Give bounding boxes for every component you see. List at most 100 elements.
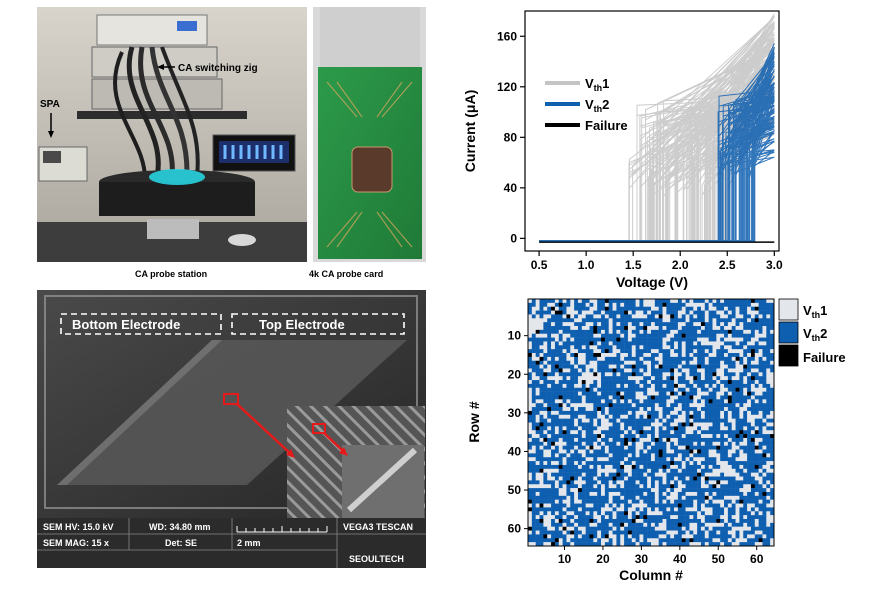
heatmap-cell — [651, 333, 656, 338]
heatmap-cell — [712, 353, 717, 358]
iv-chart-panel: 0.5 1.0 1.5 2.0 2.5 3.0 0 40 80 120 160 Voltage (V… — [455, 2, 790, 294]
heatmap-cell — [712, 542, 717, 547]
heatmap-cell — [674, 464, 679, 470]
heatmap-cell — [708, 314, 713, 319]
heatmap-cell — [562, 542, 567, 547]
heatmap-cell — [758, 333, 763, 338]
heatmap-cell — [593, 457, 598, 462]
heatmap-cell — [651, 383, 656, 389]
heatmap-cell — [624, 503, 629, 508]
heatmap-cell — [585, 476, 590, 481]
sem-det-info: Det: SE — [165, 538, 197, 548]
heatmap-cell — [570, 472, 575, 477]
heatmap-cell — [654, 376, 659, 381]
heatmap-cell — [624, 356, 629, 361]
heatmap-cell — [724, 329, 729, 334]
heatmap-cell — [697, 383, 702, 389]
heatmap-cell — [543, 391, 548, 396]
heatmap-cell — [577, 488, 583, 493]
heatmap-cell — [758, 453, 763, 458]
heatmap-cell — [754, 441, 759, 446]
heatmap-x-tick-label: 60 — [750, 552, 764, 566]
heatmap-cell — [685, 476, 690, 481]
heatmap-cell — [685, 491, 690, 497]
heatmap-cell — [727, 430, 732, 435]
heatmap-cell — [654, 310, 659, 315]
heatmap-cell — [593, 387, 598, 392]
heatmap-cell — [570, 457, 575, 462]
heatmap-cell — [693, 491, 698, 497]
heatmap-cell — [700, 437, 706, 443]
heatmap-cell — [704, 507, 709, 512]
heatmap-cell — [666, 472, 671, 477]
heatmap-cell — [601, 538, 606, 543]
heatmap-cell — [720, 326, 725, 331]
heatmap-cell — [535, 530, 540, 535]
heatmap-cell — [712, 302, 717, 307]
heatmap-cell — [566, 372, 571, 377]
heatmap-cell — [662, 530, 667, 535]
heatmap-cell — [543, 522, 548, 527]
heatmap-cell — [689, 526, 694, 531]
heatmap-cell — [570, 526, 575, 531]
heatmap-cell — [674, 426, 679, 431]
heatmap-cell — [601, 495, 606, 500]
heatmap-cell — [754, 326, 759, 331]
heatmap-cell — [643, 349, 648, 354]
heatmap-cell — [627, 480, 633, 485]
heatmap-cell — [677, 511, 682, 516]
heatmap-cell — [754, 453, 759, 458]
heatmap-cell — [643, 434, 648, 439]
heatmap-cell — [739, 518, 744, 524]
heatmap-cell — [635, 503, 640, 508]
heatmap-cell — [700, 322, 706, 327]
sem-brand: VEGA3 TESCAN — [343, 522, 413, 532]
heatmap-cell — [697, 395, 702, 400]
heatmap-cell — [685, 453, 690, 458]
heatmap-cell — [554, 538, 559, 543]
heatmap-cell — [708, 453, 713, 458]
heatmap-cell — [704, 511, 709, 516]
heatmap-legend-label-vth1: Vth1 — [803, 303, 827, 320]
iv-x-tick-label: 2.5 — [719, 258, 736, 272]
heatmap-cell — [643, 376, 648, 381]
heatmap-cell — [581, 368, 586, 373]
heatmap-cell — [651, 445, 656, 450]
heatmap-cell — [724, 410, 729, 416]
heatmap-cell — [589, 511, 594, 516]
heatmap-cell — [700, 441, 706, 446]
heatmap-cell — [762, 368, 767, 373]
heatmap-cell — [670, 511, 675, 516]
heatmap-cell — [577, 476, 583, 481]
heatmap-cell — [708, 441, 713, 446]
heatmap-cell — [681, 360, 686, 365]
heatmap-cell — [612, 518, 617, 524]
heatmap-cell — [647, 422, 652, 427]
heatmap-cell — [666, 395, 671, 400]
heatmap-cell — [535, 426, 540, 431]
heatmap-cell — [681, 472, 686, 477]
heatmap-cell — [574, 526, 579, 531]
heatmap-cell — [581, 449, 586, 454]
heatmap-cell — [528, 534, 533, 539]
heatmap-cell — [551, 430, 556, 435]
heatmap-cell — [735, 503, 740, 508]
heatmap-cell — [597, 418, 602, 423]
heatmap-cell — [608, 453, 613, 458]
heatmap-cell — [766, 534, 771, 539]
heatmap-cell — [651, 437, 656, 443]
heatmap-cell — [651, 372, 656, 377]
heatmap-cell — [747, 353, 752, 358]
heatmap-cell — [766, 360, 771, 365]
heatmap-cell — [643, 437, 648, 443]
heatmap-cell — [562, 302, 567, 307]
heatmap-cell — [724, 306, 729, 311]
heatmap-cell — [639, 468, 644, 473]
heatmap-cell — [647, 395, 652, 400]
heatmap-cell — [620, 464, 625, 470]
heatmap-cell — [581, 356, 586, 361]
heatmap-cell — [758, 380, 763, 385]
heatmap-cell — [601, 461, 606, 466]
heatmap-cell — [658, 480, 663, 485]
heatmap-cell — [639, 410, 644, 416]
